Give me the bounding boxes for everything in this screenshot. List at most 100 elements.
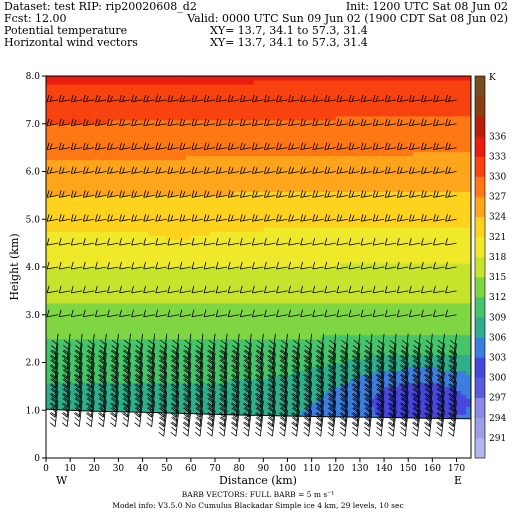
- theta-cell: [157, 239, 163, 244]
- theta-cell: [287, 378, 293, 383]
- theta-cell: [128, 243, 134, 248]
- theta-cell: [89, 354, 95, 360]
- theta-cell: [268, 334, 274, 340]
- theta-cell: [287, 267, 293, 272]
- theta-cell: [152, 338, 158, 344]
- theta-cell: [186, 199, 192, 204]
- theta-cell: [113, 187, 120, 192]
- theta-cell: [55, 302, 62, 308]
- theta-cell: [108, 131, 115, 137]
- theta-cell: [55, 274, 62, 280]
- theta-cell: [50, 223, 57, 228]
- theta-cell: [200, 394, 206, 399]
- theta-cell: [200, 215, 206, 220]
- theta-cell: [215, 366, 221, 372]
- theta-cell: [176, 326, 182, 332]
- theta-cell: [94, 191, 100, 196]
- theta-cell: [161, 247, 168, 252]
- theta-cell: [60, 87, 66, 93]
- theta-cell: [84, 211, 91, 216]
- theta-cell: [142, 191, 149, 196]
- theta-cell: [70, 83, 76, 89]
- theta-cell: [258, 231, 264, 236]
- theta-cell: [205, 338, 211, 344]
- theta-cell: [161, 191, 168, 196]
- theta-cell: [123, 203, 129, 208]
- theta-cell: [210, 274, 216, 280]
- theta-cell: [60, 286, 66, 292]
- theta-cell: [195, 76, 202, 81]
- theta-cell: [147, 107, 153, 113]
- theta-cell: [108, 390, 115, 395]
- theta-cell: [157, 123, 163, 129]
- theta-cell: [60, 334, 66, 340]
- theta-cell: [108, 270, 115, 276]
- theta-cell: [89, 334, 95, 340]
- theta-cell: [65, 195, 71, 200]
- theta-cell: [137, 402, 144, 407]
- theta-cell: [60, 239, 66, 244]
- theta-cell: [186, 251, 192, 256]
- theta-cell: [157, 322, 163, 328]
- theta-cell: [99, 346, 105, 352]
- theta-cell: [277, 187, 284, 192]
- theta-cell: [157, 342, 163, 348]
- theta-cell: [79, 183, 86, 189]
- theta-cell: [234, 123, 240, 129]
- theta-cell: [142, 83, 149, 89]
- theta-cell: [215, 286, 221, 292]
- theta-cell: [215, 382, 221, 387]
- theta-cell: [50, 103, 57, 109]
- theta-cell: [147, 79, 153, 85]
- theta-cell: [248, 179, 255, 185]
- theta-cell: [157, 139, 163, 145]
- theta-cell: [60, 175, 66, 181]
- theta-cell: [234, 247, 240, 252]
- theta-cell: [103, 402, 110, 407]
- theta-cell: [282, 278, 289, 284]
- theta-cell: [205, 231, 211, 236]
- theta-cell: [137, 207, 144, 212]
- theta-cell: [171, 390, 177, 395]
- theta-cell: [132, 366, 139, 372]
- theta-cell: [132, 390, 139, 395]
- theta-cell: [84, 207, 91, 212]
- theta-cell: [70, 382, 76, 387]
- theta-cell: [186, 187, 192, 192]
- theta-cell: [272, 338, 279, 344]
- theta-cell: [94, 306, 100, 312]
- theta-cell: [161, 139, 168, 145]
- theta-cell: [171, 362, 177, 368]
- theta-cell: [219, 183, 226, 189]
- theta-cell: [272, 255, 279, 260]
- theta-cell: [282, 76, 289, 81]
- theta-cell: [190, 322, 197, 328]
- theta-cell: [210, 270, 216, 276]
- theta-cell: [268, 231, 274, 236]
- theta-cell: [282, 223, 289, 228]
- theta-cell: [253, 394, 260, 399]
- theta-cell: [287, 402, 293, 407]
- theta-cell: [268, 167, 274, 173]
- theta-cell: [89, 270, 95, 276]
- theta-cell: [292, 251, 298, 256]
- theta-cell: [157, 91, 163, 97]
- theta-cell: [248, 211, 255, 216]
- theta-cell: [234, 322, 240, 328]
- theta-cell: [161, 342, 168, 348]
- theta-cell: [157, 378, 163, 383]
- theta-cell: [219, 314, 226, 320]
- theta-cell: [142, 135, 149, 141]
- theta-cell: [142, 370, 149, 376]
- theta-cell: [190, 235, 197, 240]
- theta-cell: [55, 211, 62, 216]
- theta-cell: [200, 219, 206, 224]
- theta-cell: [190, 370, 197, 376]
- theta-cell: [224, 366, 231, 372]
- theta-cell: [292, 91, 298, 97]
- theta-cell: [268, 298, 274, 304]
- theta-cell: [219, 239, 226, 244]
- theta-cell: [99, 183, 105, 189]
- theta-cell: [74, 278, 81, 284]
- theta-cell: [84, 286, 91, 292]
